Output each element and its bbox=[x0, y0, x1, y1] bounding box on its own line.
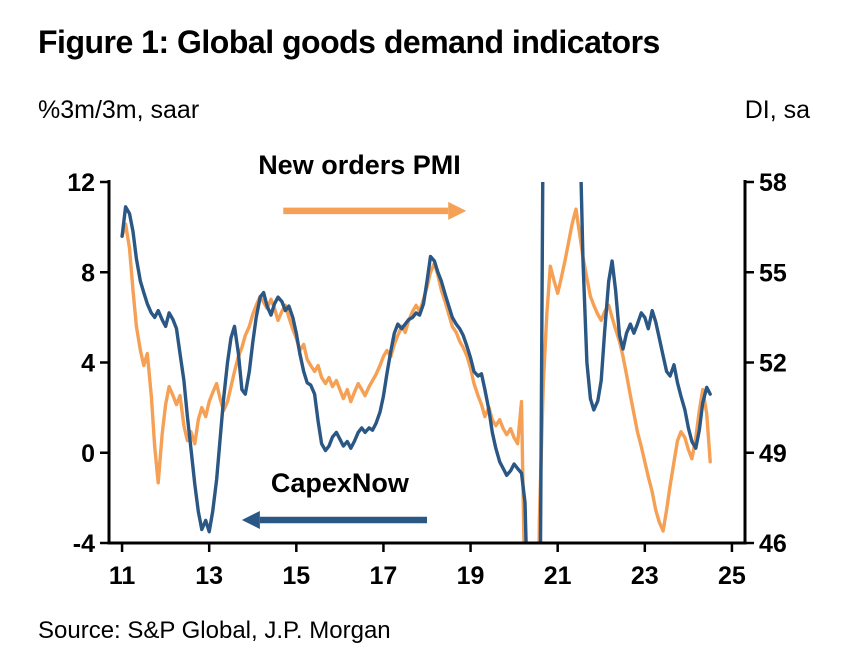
y-right-tick-label: 58 bbox=[759, 169, 787, 197]
x-tick-label: 15 bbox=[282, 562, 310, 590]
y-right-tick-label: 49 bbox=[759, 440, 787, 468]
y-left-tick-label: 4 bbox=[81, 350, 95, 378]
x-tick-label: 11 bbox=[109, 562, 136, 590]
right-axis-title: DI, sa bbox=[744, 96, 810, 124]
left-axis-title: %3m/3m, saar bbox=[38, 96, 200, 124]
new-orders-pmi-label: New orders PMI bbox=[258, 150, 461, 180]
series-line-new-orders-pmi bbox=[120, 207, 712, 543]
x-tick-label: 17 bbox=[370, 562, 398, 590]
y-left-tick-label: 0 bbox=[81, 440, 95, 468]
capexnow-label: CapexNow bbox=[271, 468, 410, 498]
x-tick-label: 21 bbox=[544, 562, 572, 590]
series-line-capexnow bbox=[120, 182, 712, 543]
x-tick-label: 19 bbox=[457, 562, 485, 590]
source-note: Source: S&P Global, J.P. Morgan bbox=[38, 617, 391, 644]
y-left-tick-label: 12 bbox=[67, 169, 95, 197]
figure-title: Figure 1: Global goods demand indicators bbox=[38, 24, 660, 60]
x-tick-label: 13 bbox=[195, 562, 223, 590]
x-tick-label: 23 bbox=[631, 562, 659, 590]
new-orders-pmi-arrow-head bbox=[448, 201, 467, 220]
y-left-tick-label: -4 bbox=[73, 530, 95, 558]
y-left-tick-label: 8 bbox=[81, 259, 95, 287]
y-right-tick-label: 55 bbox=[759, 259, 787, 287]
x-tick-label: 25 bbox=[718, 562, 746, 590]
capexnow-arrow-head bbox=[241, 510, 260, 529]
y-right-tick-label: 52 bbox=[759, 350, 787, 378]
y-right-tick-label: 46 bbox=[759, 530, 787, 558]
